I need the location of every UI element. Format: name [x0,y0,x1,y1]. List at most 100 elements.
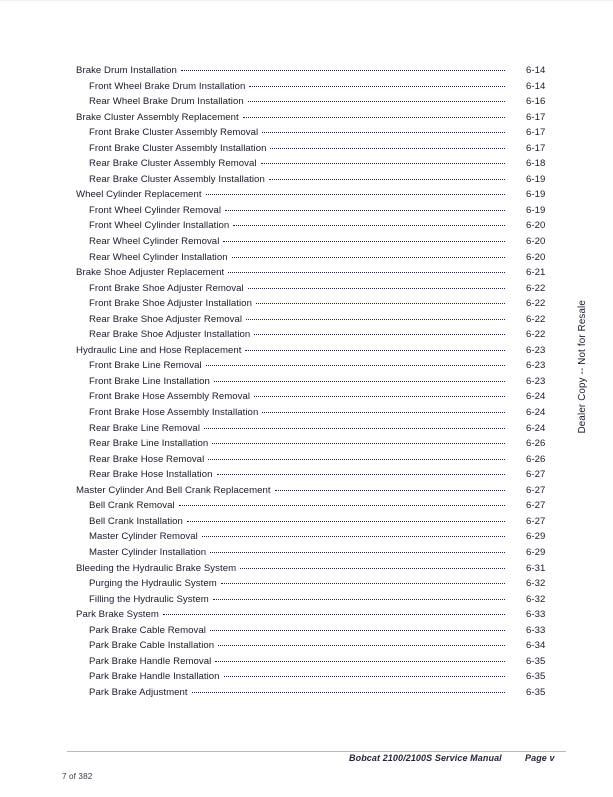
toc-entry-page-number: 6-23 [526,344,546,356]
toc-entry[interactable]: Rear Brake Cluster Assembly Removal 6-18 [67,155,566,171]
toc-dot-leader [262,404,505,415]
toc-entry[interactable]: Front Wheel Brake Drum Installation 6-14 [67,78,566,94]
toc-entry-page-number: 6-35 [526,686,546,698]
toc-entry-label: Front Brake Line Removal [89,360,202,372]
toc-entry[interactable]: Rear Wheel Brake Drum Installation 6-16 [67,93,566,109]
toc-entry[interactable]: Rear Wheel Cylinder Removal 6-20 [67,233,566,249]
toc-entry[interactable]: Bell Crank Installation 6-27 [67,513,566,529]
toc-entry-page-number: 6-20 [526,220,546,232]
toc-dot-leader [270,140,505,151]
toc-entry[interactable]: Filling the Hydraulic System 6-32 [67,591,566,607]
toc-entry[interactable]: Front Brake Shoe Adjuster Removal 6-22 [67,280,566,296]
toc-entry[interactable]: Hydraulic Line and Hose Replacement 6-23 [67,342,566,358]
toc-entry-label: Filling the Hydraulic System [89,593,209,605]
toc-entry[interactable]: Brake Shoe Adjuster Replacement 6-21 [67,264,566,280]
toc-entry-label: Park Brake System [76,609,159,621]
toc-dot-leader [247,280,505,291]
toc-entry[interactable]: Front Brake Cluster Assembly Installatio… [67,140,566,156]
toc-entry-label: Wheel Cylinder Replacement [76,189,202,201]
toc-dot-leader [240,560,505,571]
toc-entry-page-number: 6-19 [526,204,546,216]
page-top-edge [0,0,613,1]
toc-entry-label: Rear Brake Hose Installation [89,469,213,481]
toc-entry-label: Rear Brake Cluster Assembly Removal [89,158,257,170]
toc-dot-leader [268,171,505,182]
toc-entry[interactable]: Rear Brake Line Installation 6-26 [67,435,566,451]
toc-entry-label: Master Cylinder Removal [89,531,198,543]
toc-entry[interactable]: Master Cylinder Removal 6-29 [67,528,566,544]
toc-entry[interactable]: Master Cylinder Installation 6-29 [67,544,566,560]
toc-entry[interactable]: Front Brake Shoe Adjuster Installation 6-… [67,295,566,311]
toc-entry[interactable]: Rear Brake Shoe Adjuster Removal 6-22 [67,311,566,327]
toc-entry-label: Bell Crank Removal [89,500,175,512]
toc-entry-page-number: 6-22 [526,298,546,310]
toc-entry[interactable]: Front Brake Hose Assembly Removal 6-24 [67,388,566,404]
toc-dot-leader [245,342,505,353]
toc-entry-label: Bleeding the Hydraulic Brake System [76,562,237,574]
toc-entry[interactable]: Front Wheel Cylinder Removal 6-19 [67,202,566,218]
toc-entry-page-number: 6-22 [526,329,546,341]
toc-entry-page-number: 6-21 [526,267,546,279]
toc-entry-label: Hydraulic Line and Hose Replacement [76,344,242,356]
toc-dot-leader [205,357,505,368]
toc-entry[interactable]: Brake Cluster Assembly Replacement 6-17 [67,109,566,125]
toc-dot-leader [215,653,505,664]
toc-entry[interactable]: Brake Drum Installation 6-14 [67,62,566,78]
toc-entry-label: Front Wheel Cylinder Installation [89,220,230,232]
toc-entry[interactable]: Bleeding the Hydraulic Brake System 6-31 [67,560,566,576]
toc-entry-page-number: 6-14 [526,65,546,76]
toc-entry-label: Rear Wheel Brake Drum Installation [89,96,244,108]
toc-entry-page-number: 6-27 [526,484,546,496]
toc-dot-leader [212,435,505,446]
toc-entry-page-number: 6-22 [526,282,546,294]
toc-entry[interactable]: Front Brake Cluster Assembly Removal 6-17 [67,124,566,140]
toc-entry[interactable]: Rear Brake Hose Removal 6-26 [67,451,566,467]
toc-entry-label: Front Brake Cluster Assembly Removal [89,127,259,139]
toc-entry[interactable]: Front Brake Line Removal 6-23 [67,357,566,373]
toc-dot-leader [254,388,505,399]
toc-entry-page-number: 6-27 [526,500,546,512]
toc-entry[interactable]: Wheel Cylinder Replacement 6-19 [67,186,566,202]
toc-entry-label: Park Brake Cable Removal [89,624,206,636]
toc-entry-label: Rear Brake Hose Removal [89,453,205,465]
toc-dot-leader [223,233,505,244]
toc-entry-page-number: 6-18 [526,158,546,170]
toc-entry-page-number: 6-16 [526,96,546,108]
toc-entry-page-number: 6-24 [526,391,546,403]
toc-dot-leader [249,78,505,89]
toc-entry[interactable]: Park Brake System 6-33 [67,606,566,622]
toc-entry-page-number: 6-27 [526,469,546,481]
toc-entry[interactable]: Rear Brake Shoe Adjuster Installation 6-2… [67,326,566,342]
toc-entry-page-number: 6-33 [526,624,546,636]
toc-entry[interactable]: Bell Crank Removal 6-27 [67,497,566,513]
toc-dot-leader [210,544,505,555]
toc-entry[interactable]: Park Brake Cable Installation 6-34 [67,637,566,653]
toc-entry[interactable]: Rear Brake Line Removal 6-24 [67,420,566,436]
toc-entry-page-number: 6-32 [526,578,546,590]
toc-entry-label: Brake Cluster Assembly Replacement [76,111,239,123]
toc-entry[interactable]: Master Cylinder And Bell Crank Replaceme… [67,482,566,498]
toc-dot-leader [228,264,505,275]
toc-entry[interactable]: Park Brake Cable Removal 6-33 [67,622,566,638]
toc-entry[interactable]: Front Wheel Cylinder Installation 6-20 [67,217,566,233]
toc-entry[interactable]: Rear Brake Hose Installation 6-27 [67,466,566,482]
toc-entry[interactable]: Purging the Hydraulic System 6-32 [67,575,566,591]
toc-dot-leader [233,217,505,228]
toc-entry[interactable]: Park Brake Adjustment 6-35 [67,684,566,700]
toc-dot-leader [216,466,505,477]
toc-entry-label: Rear Brake Shoe Adjuster Installation [89,329,251,341]
toc-entry-label: Rear Wheel Cylinder Removal [89,236,220,248]
toc-entry[interactable]: Front Brake Line Installation 6-23 [67,373,566,389]
toc-entry-page-number: 6-19 [526,173,546,185]
toc-entry[interactable]: Rear Brake Cluster Assembly Installation… [67,171,566,187]
toc-entry-label: Park Brake Handle Removal [89,655,212,667]
toc-entry-page-number: 6-26 [526,453,546,465]
toc-entry[interactable]: Rear Wheel Cylinder Installation 6-20 [67,249,566,265]
toc-entry[interactable]: Front Brake Hose Assembly Installation 6-… [67,404,566,420]
toc-entry[interactable]: Park Brake Handle Installation 6-35 [67,668,566,684]
toc-entry[interactable]: Park Brake Handle Removal 6-35 [67,653,566,669]
toc-entry-page-number: 6-34 [526,640,546,652]
toc-dot-leader [242,109,505,120]
toc-entry-label: Front Wheel Brake Drum Installation [89,80,246,92]
